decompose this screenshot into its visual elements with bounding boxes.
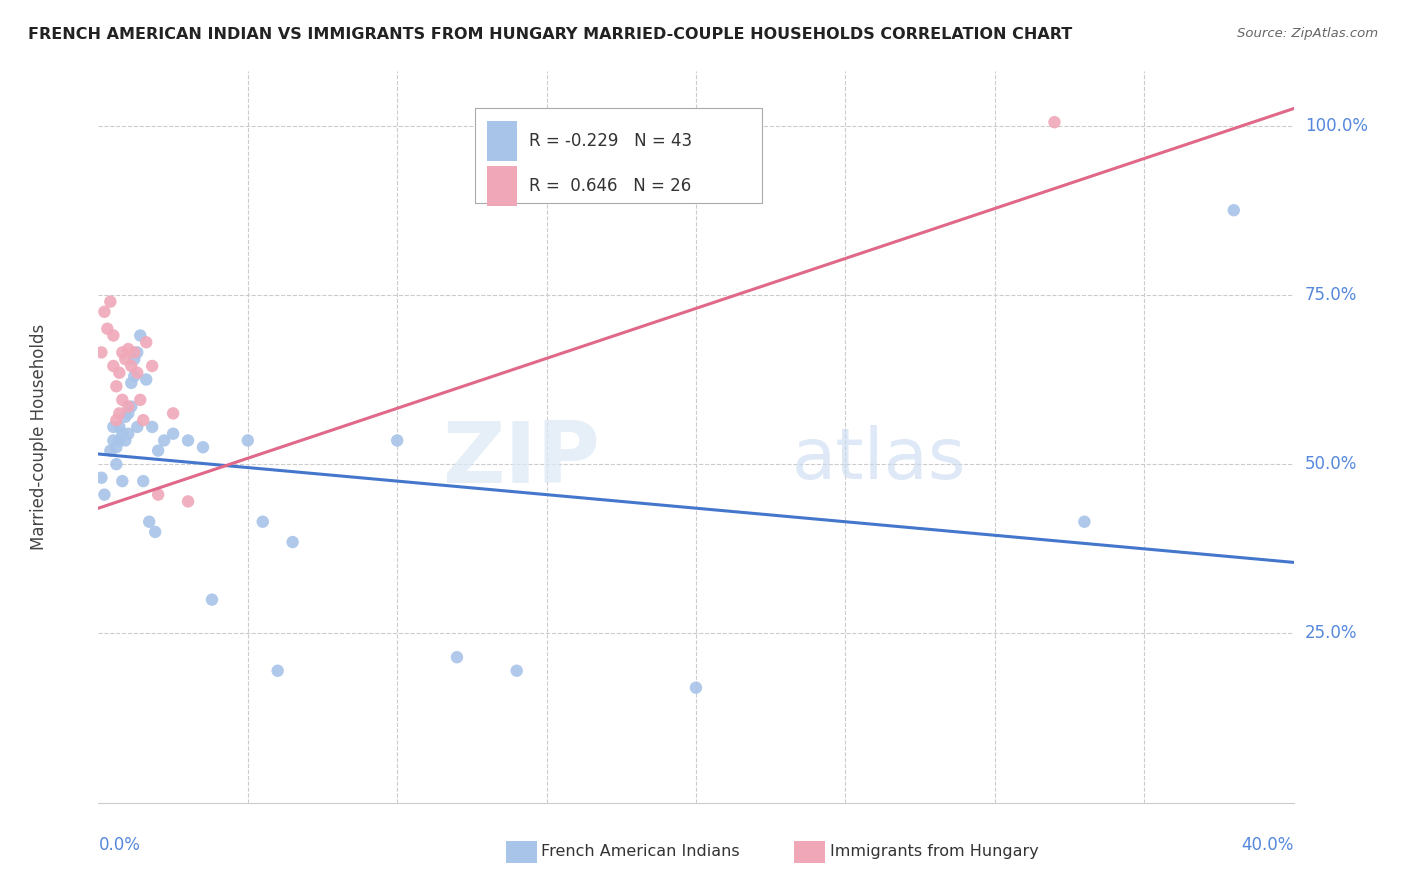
Point <box>90 471 112 485</box>
Point <box>114 352 136 367</box>
Point <box>1073 515 1095 529</box>
Text: 40.0%: 40.0% <box>1241 836 1294 854</box>
Point <box>132 474 155 488</box>
Text: 75.0%: 75.0% <box>1305 285 1357 304</box>
Point <box>111 426 134 441</box>
Point <box>108 406 131 420</box>
Point <box>153 434 176 448</box>
Text: 100.0%: 100.0% <box>1305 117 1368 135</box>
Point <box>93 488 115 502</box>
Point <box>108 420 131 434</box>
Text: Immigrants from Hungary: Immigrants from Hungary <box>830 845 1038 859</box>
Point <box>120 400 142 414</box>
Text: 25.0%: 25.0% <box>1305 624 1357 642</box>
Point <box>162 406 184 420</box>
Point <box>143 524 166 539</box>
Text: R =  0.646   N = 26: R = 0.646 N = 26 <box>529 177 690 195</box>
Point <box>124 352 146 367</box>
Point <box>124 369 146 384</box>
Point <box>105 440 128 454</box>
Point <box>103 328 125 343</box>
Point <box>108 434 131 448</box>
Point <box>117 400 139 414</box>
Point <box>177 434 200 448</box>
Point <box>105 457 128 471</box>
Point <box>267 664 290 678</box>
Point <box>108 366 131 380</box>
Text: Source: ZipAtlas.com: Source: ZipAtlas.com <box>1237 27 1378 40</box>
Point <box>114 409 136 424</box>
Point <box>177 494 200 508</box>
Point <box>127 345 149 359</box>
Point <box>201 592 224 607</box>
Point <box>117 426 139 441</box>
Point <box>103 434 125 448</box>
Text: R = -0.229   N = 43: R = -0.229 N = 43 <box>529 132 692 150</box>
Point <box>90 345 112 359</box>
Text: FRENCH AMERICAN INDIAN VS IMMIGRANTS FROM HUNGARY MARRIED-COUPLE HOUSEHOLDS CORR: FRENCH AMERICAN INDIAN VS IMMIGRANTS FRO… <box>28 27 1073 42</box>
Point <box>93 305 115 319</box>
Point <box>127 366 149 380</box>
Point <box>103 359 125 373</box>
Point <box>138 515 160 529</box>
Point <box>685 681 707 695</box>
Text: atlas: atlas <box>792 425 966 493</box>
Point <box>385 434 409 448</box>
Point <box>191 440 214 454</box>
Point <box>105 413 128 427</box>
Point <box>132 413 155 427</box>
Point <box>111 345 134 359</box>
Point <box>114 434 136 448</box>
Point <box>129 328 152 343</box>
Point <box>135 335 157 350</box>
Point <box>281 535 304 549</box>
Point <box>98 443 122 458</box>
FancyBboxPatch shape <box>475 108 762 203</box>
Point <box>117 406 139 420</box>
Point <box>252 515 274 529</box>
Point <box>98 294 122 309</box>
Bar <box>794 841 825 863</box>
Point <box>96 322 118 336</box>
Point <box>236 434 259 448</box>
Point <box>120 376 142 390</box>
Point <box>1223 203 1246 218</box>
Bar <box>486 121 517 161</box>
Text: ZIP: ZIP <box>443 417 600 500</box>
Point <box>120 359 142 373</box>
Point <box>105 379 128 393</box>
Bar <box>506 841 537 863</box>
Point <box>506 664 529 678</box>
Point <box>117 342 139 356</box>
Point <box>103 420 125 434</box>
Point <box>135 372 157 386</box>
Text: 0.0%: 0.0% <box>98 836 141 854</box>
Point <box>141 420 163 434</box>
Text: French American Indians: French American Indians <box>541 845 740 859</box>
Point <box>129 392 152 407</box>
Point <box>148 488 170 502</box>
Point <box>141 359 163 373</box>
Point <box>127 420 149 434</box>
Text: 50.0%: 50.0% <box>1305 455 1357 473</box>
Bar <box>486 166 517 206</box>
Point <box>124 345 146 359</box>
Text: Married-couple Households: Married-couple Households <box>30 324 48 550</box>
Point <box>148 443 170 458</box>
Point <box>111 474 134 488</box>
Point <box>111 392 134 407</box>
Point <box>162 426 184 441</box>
Point <box>1043 115 1066 129</box>
Point <box>446 650 468 665</box>
